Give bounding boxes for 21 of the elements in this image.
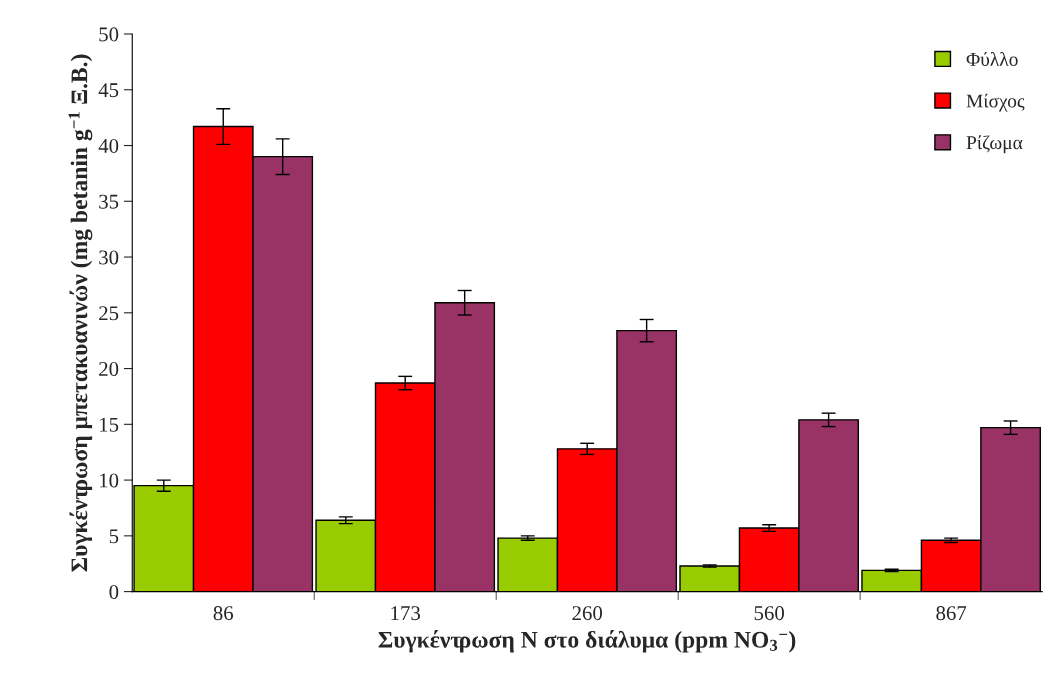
y-tick-label: 35 (99, 194, 119, 209)
legend-label: Ρίζωμα (966, 135, 1023, 154)
x-tick-label: 560 (754, 606, 784, 621)
x-tick-label: 86 (213, 606, 234, 621)
y-tick-label: 0 (109, 584, 119, 600)
y-tick-label: 10 (100, 473, 119, 488)
x-axis-title: Συγκέντρωση Ν στο διάλυμα (ppm NO$_{3}$$^{−}$) (378, 629, 796, 653)
y-tick-label: 45 (98, 83, 119, 98)
legend-label: Μίσχος (966, 93, 1025, 112)
x-tick-label: 260 (572, 606, 603, 621)
y-tick-label: 50 (99, 27, 119, 42)
y-tick-label: 15 (100, 417, 119, 432)
y-tick-label: 40 (98, 138, 119, 153)
y-tick-label: 5 (109, 529, 119, 544)
x-tick-label: 867 (936, 606, 967, 621)
legend-label: Φύλλο (966, 51, 1018, 66)
x-tick-label: 173 (391, 606, 421, 621)
y-tick-label: 25 (99, 306, 119, 321)
y-axis-title: Συγκέντρωση μπετακυανινών (mg betanin g$^{−1}$ Ξ.Β.) (68, 54, 93, 572)
y-tick-label: 30 (99, 250, 119, 265)
y-tick-label: 20 (99, 361, 119, 376)
